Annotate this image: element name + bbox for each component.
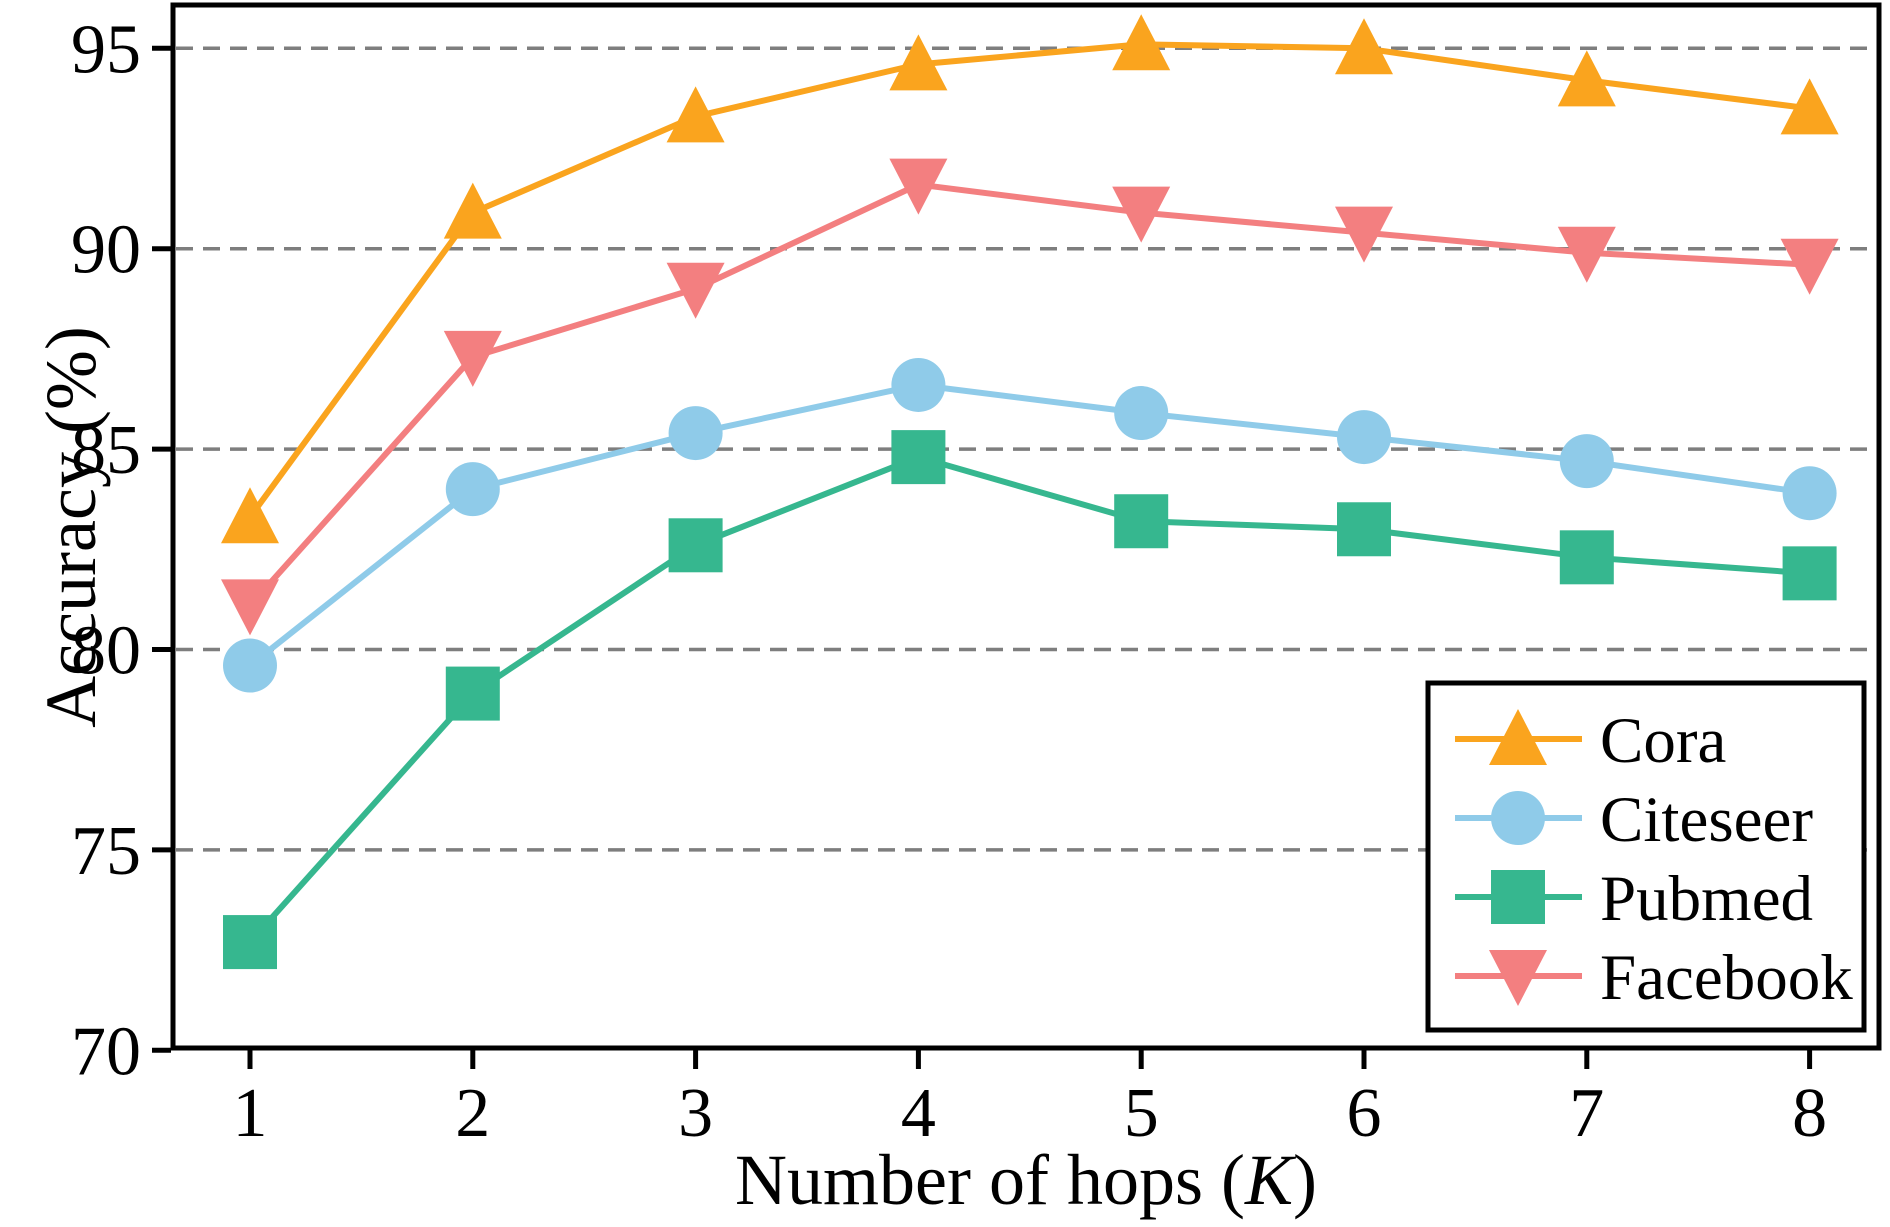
tick-labels: 70 75 80 85 90 95 1 2 3 4 5 6 7 8: [71, 11, 1827, 1152]
square-marker-pubmed: [1559, 530, 1614, 585]
square-marker-pubmed: [891, 430, 946, 485]
legend-entry-cora: Cora: [1455, 705, 1726, 777]
triangle-down-marker-facebook: [221, 579, 279, 636]
x-tick-label-5: 5: [1124, 1075, 1159, 1152]
x-tick-label-3: 3: [678, 1075, 713, 1152]
x-tick-label-1: 1: [233, 1075, 268, 1152]
square-legend-marker: [1491, 870, 1545, 924]
circle-marker-citeseer: [1559, 434, 1614, 489]
triangle-down-marker-facebook: [1780, 238, 1839, 295]
legend-label-facebook: Facebook: [1600, 942, 1853, 1014]
triangle-up-marker-cora: [889, 34, 948, 91]
y-tick-label-90: 90: [71, 212, 141, 289]
square-marker-pubmed: [445, 666, 500, 721]
x-tick-label-4: 4: [901, 1075, 936, 1152]
triangle-up-marker-cora: [666, 86, 725, 143]
axis-ticks: [152, 45, 1813, 1069]
x-tick-label-8: 8: [1792, 1075, 1827, 1152]
y-tick-label-70: 70: [71, 1013, 141, 1090]
square-marker-pubmed: [1782, 546, 1837, 601]
triangle-up-marker-cora: [1557, 50, 1616, 107]
series-line-cora: [247, 41, 1813, 521]
series-facebook: [221, 158, 1839, 636]
circle-marker-citeseer: [223, 638, 277, 693]
triangle-up-marker-cora: [1335, 18, 1393, 75]
square-marker-pubmed: [1114, 494, 1169, 549]
triangle-down-marker-facebook: [443, 330, 502, 387]
series-line-facebook: [247, 181, 1813, 609]
triangle-down-marker-facebook: [1557, 226, 1616, 283]
legend-label-cora: Cora: [1600, 705, 1726, 777]
legend-label-pubmed: Pubmed: [1600, 863, 1813, 935]
x-tick-label-2: 2: [455, 1075, 490, 1152]
x-axis-label: Number of hops (K): [735, 1140, 1317, 1220]
triangle-up-marker-cora: [1112, 14, 1171, 71]
x-axis-label-suffix: ): [1293, 1140, 1317, 1220]
circle-marker-citeseer: [891, 357, 946, 412]
series-line-pubmed: [247, 454, 1813, 946]
triangle-up-marker-cora: [221, 487, 279, 544]
x-tick-label-6: 6: [1347, 1075, 1382, 1152]
series-cora: [221, 14, 1839, 544]
triangle-up-legend-marker: [1489, 709, 1547, 765]
legend-label-citeseer: Citeseer: [1600, 784, 1813, 856]
x-tick-label-7: 7: [1569, 1075, 1604, 1152]
y-tick-label-80: 80: [71, 613, 141, 690]
legend-entry-pubmed: Pubmed: [1455, 863, 1813, 935]
series-pubmed: [223, 430, 1837, 970]
circle-marker-citeseer: [668, 406, 723, 461]
legend-entry-citeseer: Citeseer: [1455, 784, 1813, 856]
circle-marker-citeseer: [445, 462, 500, 517]
triangle-up-marker-cora: [1780, 78, 1839, 135]
triangle-down-legend-marker: [1489, 950, 1547, 1006]
triangle-down-marker-facebook: [666, 262, 725, 319]
square-marker-pubmed: [1337, 502, 1391, 557]
y-tick-label-85: 85: [71, 412, 141, 489]
y-tick-label-75: 75: [71, 813, 141, 890]
circle-marker-citeseer: [1782, 466, 1837, 521]
series-citeseer: [223, 357, 1837, 693]
y-tick-label-95: 95: [71, 11, 141, 88]
x-axis-label-k: K: [1244, 1140, 1297, 1220]
circle-marker-citeseer: [1337, 410, 1391, 465]
triangle-down-marker-facebook: [1335, 206, 1393, 263]
series-layer: [221, 14, 1839, 970]
circle-marker-citeseer: [1114, 386, 1169, 441]
square-marker-pubmed: [223, 915, 277, 970]
series-line-citeseer: [247, 381, 1813, 669]
plot-frame: [170, 2, 1882, 1051]
y-axis-label: Accuracy (%): [31, 326, 111, 728]
circle-legend-marker: [1491, 791, 1545, 845]
triangle-up-marker-cora: [443, 182, 502, 239]
square-marker-pubmed: [668, 518, 723, 573]
triangle-down-marker-facebook: [1112, 186, 1171, 243]
legend-entry-facebook: Facebook: [1455, 942, 1853, 1014]
triangle-down-marker-facebook: [889, 158, 948, 215]
x-axis-label-prefix: Number of hops (: [735, 1140, 1245, 1220]
